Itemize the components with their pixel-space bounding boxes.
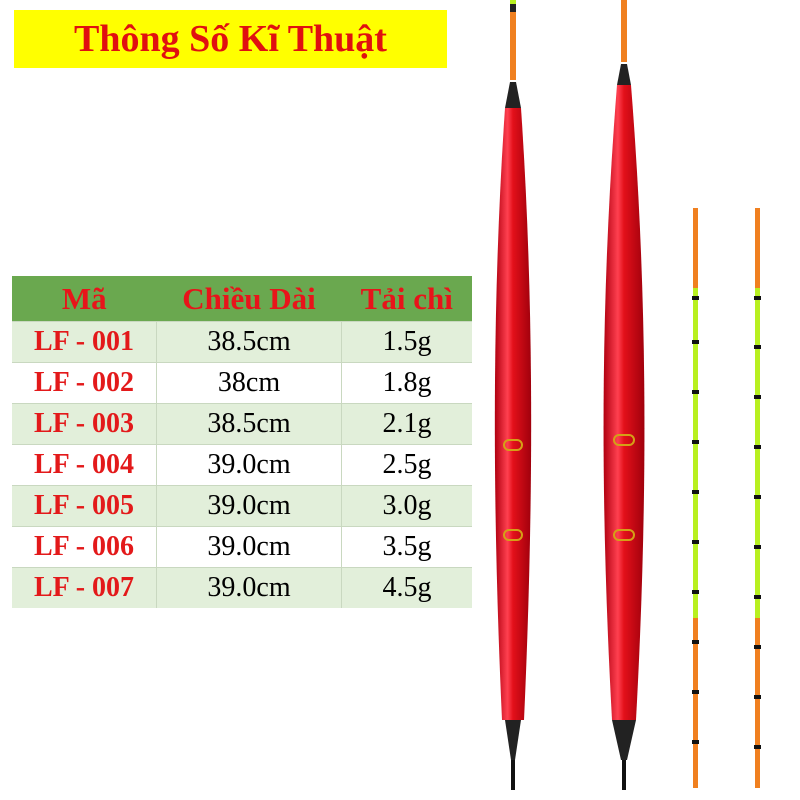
length-cell: 38cm — [156, 362, 342, 404]
length-cell: 39.0cm — [156, 526, 342, 568]
code-cell: LF - 006 — [12, 526, 157, 568]
code-cell: LF - 002 — [12, 362, 157, 404]
length-cell: 39.0cm — [156, 485, 342, 527]
header-weight: Tải chì — [341, 276, 472, 322]
header-code: Mã — [12, 276, 157, 322]
weight-cell: 2.1g — [341, 403, 472, 445]
float-tip-2 — [754, 208, 761, 788]
table-row: LF - 007 39.0cm 4.5g — [12, 567, 472, 608]
code-cell: LF - 001 — [12, 321, 157, 363]
float-1 — [494, 0, 532, 790]
code-cell: LF - 007 — [12, 567, 157, 608]
float-tip-1 — [692, 208, 699, 788]
header-length: Chiều Dài — [156, 276, 342, 322]
weight-cell: 3.0g — [341, 485, 472, 527]
length-cell: 39.0cm — [156, 567, 342, 608]
table-row: LF - 003 38.5cm 2.1g — [12, 403, 472, 445]
weight-cell: 1.5g — [341, 321, 472, 363]
table-row: LF - 006 39.0cm 3.5g — [12, 526, 472, 568]
length-cell: 38.5cm — [156, 403, 342, 445]
table-row: LF - 002 38cm 1.8g — [12, 362, 472, 404]
weight-cell: 1.8g — [341, 362, 472, 404]
code-cell: LF - 004 — [12, 444, 157, 486]
specs-table: Mã Chiều Dài Tải chì LF - 001 38.5cm 1.5g … — [12, 276, 472, 608]
code-cell: LF - 005 — [12, 485, 157, 527]
table-header-row: Mã Chiều Dài Tải chì — [12, 276, 472, 322]
table-row: LF - 004 39.0cm 2.5g — [12, 444, 472, 486]
length-cell: 38.5cm — [156, 321, 342, 363]
length-cell: 39.0cm — [156, 444, 342, 486]
weight-cell: 3.5g — [341, 526, 472, 568]
table-row: LF - 001 38.5cm 1.5g — [12, 321, 472, 363]
page-title: Thông Số Kĩ Thuật — [14, 10, 447, 68]
weight-cell: 2.5g — [341, 444, 472, 486]
weight-cell: 4.5g — [341, 567, 472, 608]
table-row: LF - 005 39.0cm 3.0g — [12, 485, 472, 527]
code-cell: LF - 003 — [12, 403, 157, 445]
float-2 — [603, 0, 645, 790]
